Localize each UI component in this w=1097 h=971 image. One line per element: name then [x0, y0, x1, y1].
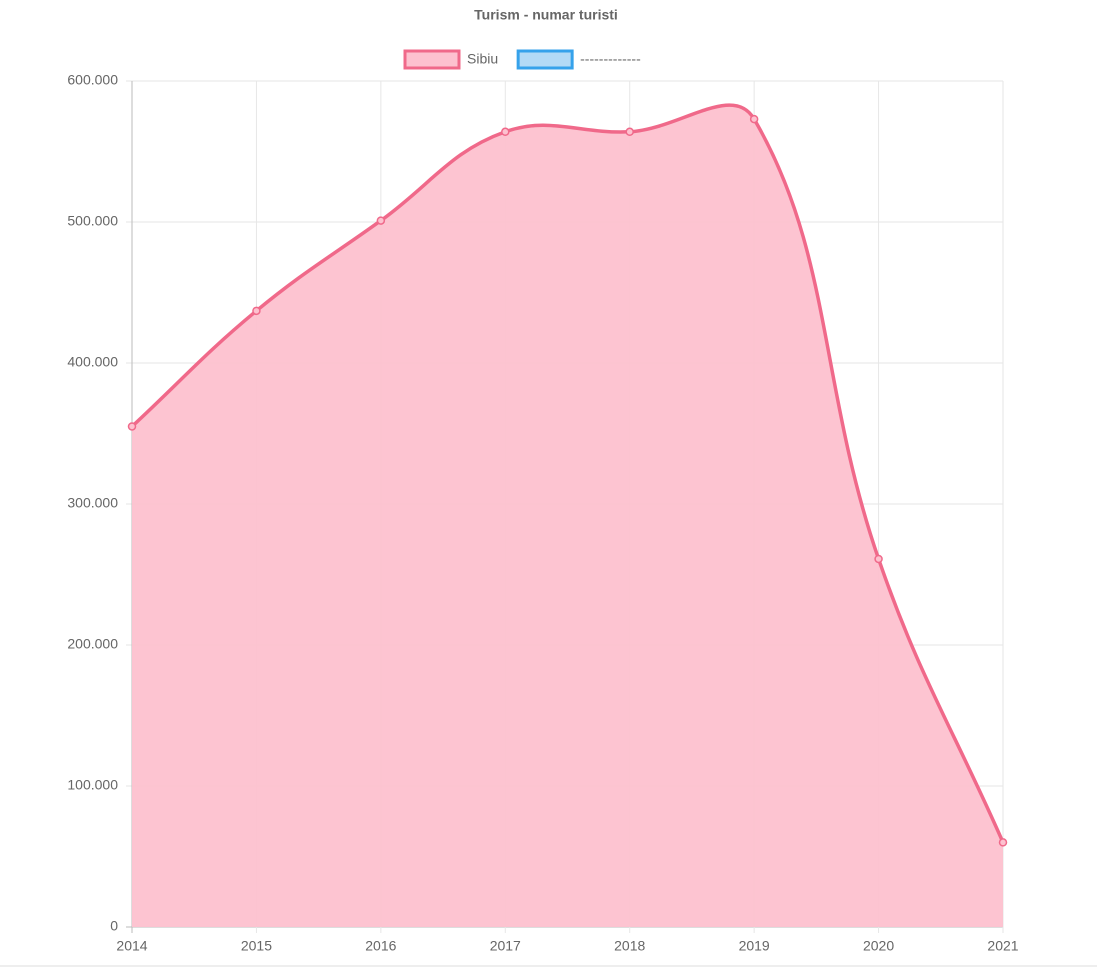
point: [625, 127, 634, 137]
point: [376, 216, 386, 225]
point: [749, 114, 759, 124]
legend-label: -------------: [580, 51, 641, 67]
y-tick-label: 100.000: [67, 777, 118, 793]
legend-swatch: [403, 49, 461, 70]
point: [252, 306, 261, 316]
area: [132, 105, 1003, 928]
y-tick-label: 300.000: [67, 495, 118, 511]
y-tick-label: 200.000: [67, 636, 118, 652]
chart-title: Turism - numar turisti: [474, 7, 618, 23]
y-tick-label: 600.000: [67, 72, 118, 88]
x-tick-label: 2020: [863, 938, 894, 954]
point: [998, 838, 1008, 847]
y-tick-label: 500.000: [67, 213, 118, 229]
legend-swatch: [516, 49, 574, 70]
x-tick-label: 2017: [490, 938, 521, 954]
y-tick-label: 400.000: [67, 354, 118, 370]
point: [874, 554, 883, 564]
point: [501, 127, 510, 137]
x-tick-label: 2021: [987, 938, 1018, 954]
x-tick-label: 2018: [614, 938, 645, 954]
point: [127, 422, 137, 431]
x-tick-label: 2015: [241, 938, 272, 954]
y-tick-label: 0: [110, 918, 118, 934]
legend-label: Sibiu: [467, 51, 498, 67]
x-tick-label: 2014: [116, 938, 147, 954]
x-tick-label: 2016: [365, 938, 396, 954]
x-tick-label: 2019: [739, 938, 770, 954]
